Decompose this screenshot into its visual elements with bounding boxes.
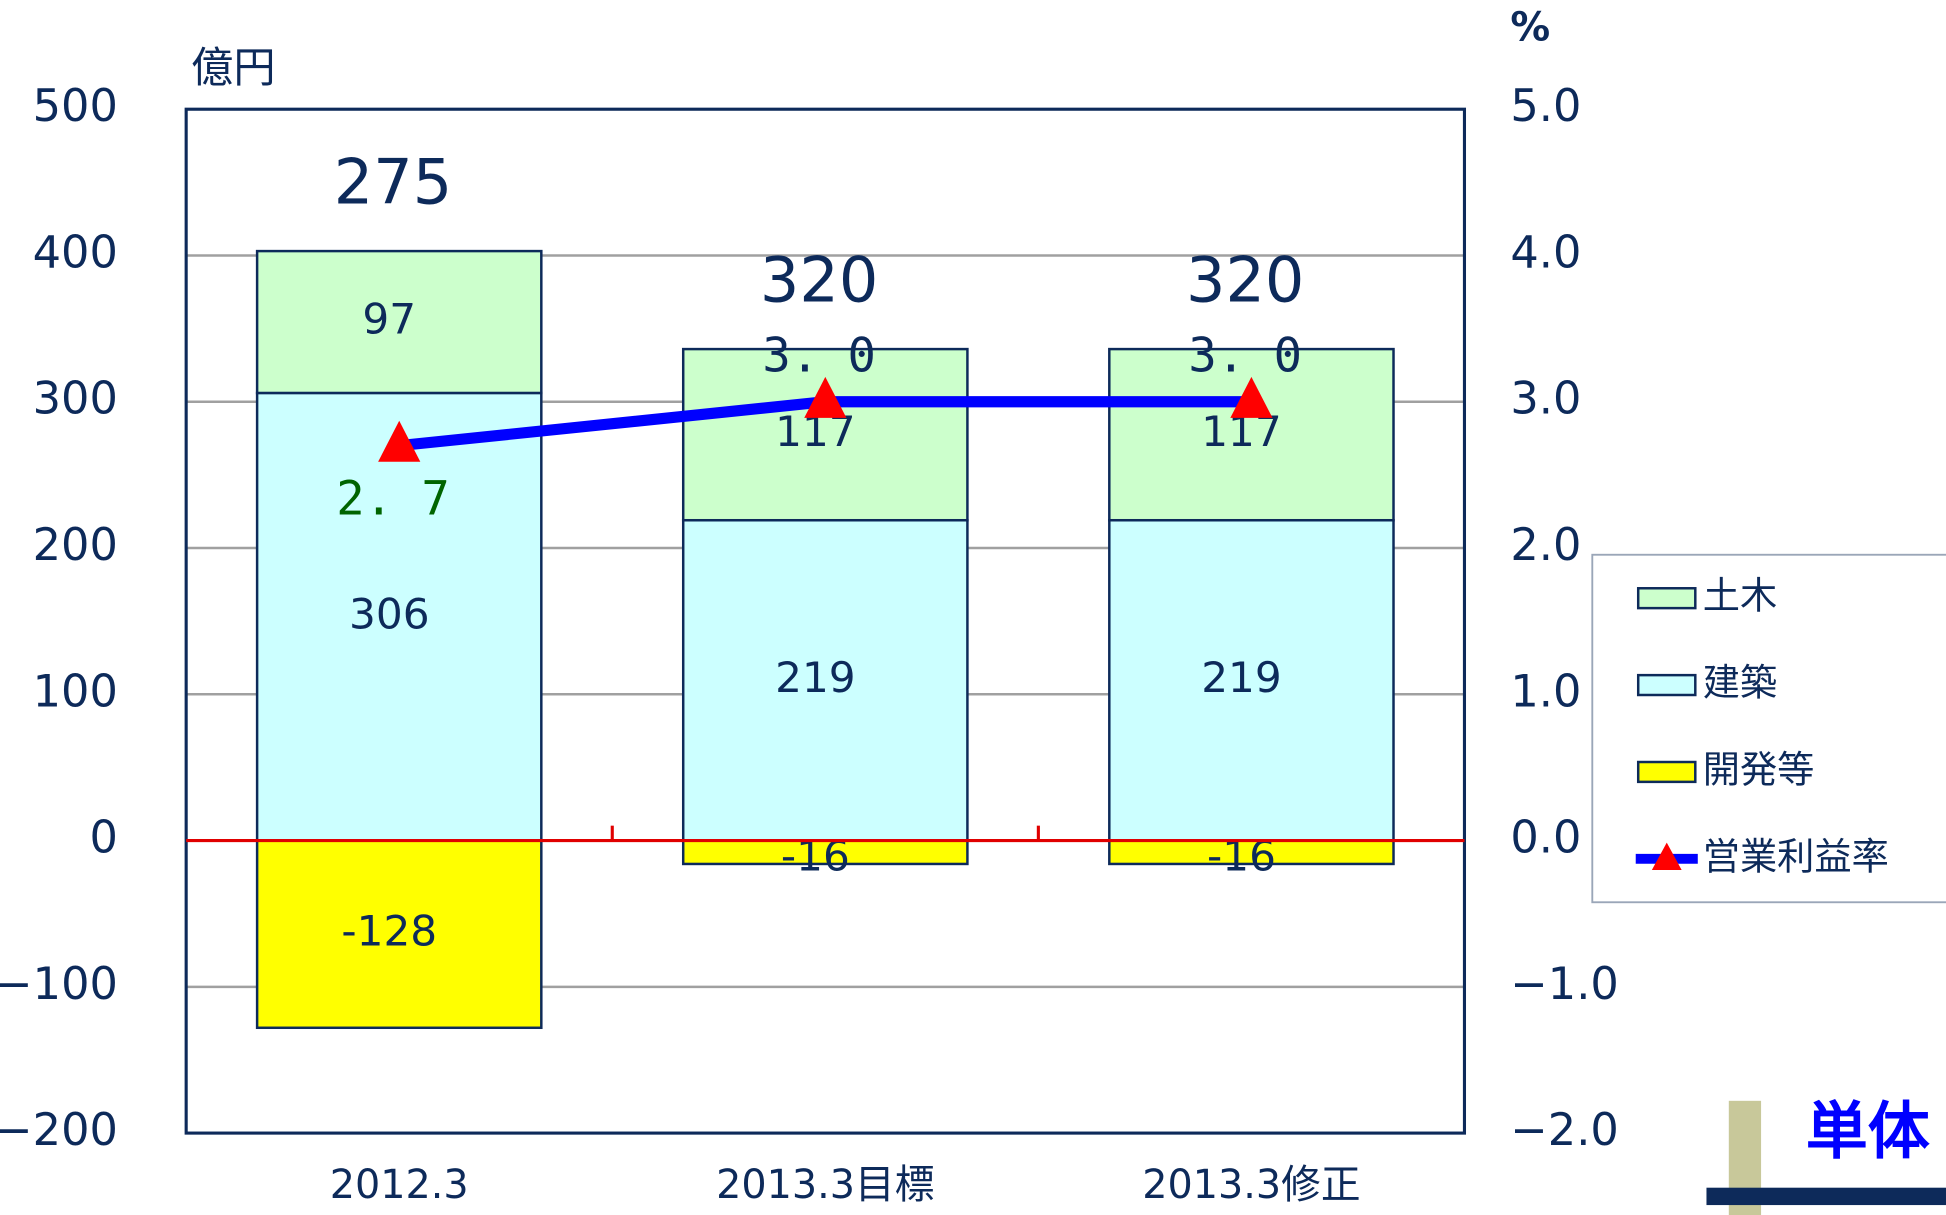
y-tick-label: −200 — [0, 1104, 118, 1156]
legend-label: 開発等 — [1703, 747, 1815, 791]
x-tick-label: 2013.3目標 — [716, 1162, 934, 1208]
y-tick-label: 0 — [89, 812, 117, 864]
line-label: 3. 0 — [1188, 328, 1302, 383]
y-tick-label: 300 — [33, 373, 118, 425]
line-marker — [804, 376, 847, 418]
line-label: 3. 0 — [762, 328, 876, 383]
plot-frame — [184, 107, 1467, 1135]
line-marker — [1230, 376, 1273, 418]
x-tick-label: 2012.3 — [330, 1162, 469, 1208]
line-label: 2. 7 — [336, 471, 450, 526]
corner-title: 単体 — [1806, 1095, 1930, 1168]
data-label: 219 — [1201, 653, 1282, 702]
y-axis-label: 億円 — [191, 43, 275, 92]
data-label: 219 — [775, 653, 856, 702]
total-label: 320 — [760, 244, 878, 317]
y2-tick-label: −2.0 — [1510, 1104, 1618, 1156]
bar-segment — [681, 518, 969, 842]
y2-tick-label: 0.0 — [1510, 812, 1581, 864]
bar-segment — [255, 391, 543, 842]
total-label: 320 — [1186, 244, 1304, 317]
y-tick-label: −100 — [0, 958, 118, 1010]
y2-tick-label: 3.0 — [1510, 373, 1581, 425]
y2-tick-label: 4.0 — [1510, 226, 1581, 278]
decor-underline — [1706, 1187, 1946, 1206]
y-tick-label: 100 — [33, 665, 118, 717]
y-tick-label: 500 — [33, 80, 118, 132]
total-label: 275 — [334, 146, 452, 219]
bar-segment — [255, 249, 543, 395]
data-label: -128 — [341, 907, 437, 956]
bar-segment — [1108, 518, 1395, 842]
y2-tick-label: 5.0 — [1510, 80, 1581, 132]
bar-segment — [681, 347, 969, 522]
x-tick-label: 2013.3修正 — [1142, 1162, 1360, 1208]
bar-segment — [255, 839, 543, 1030]
y-tick-label: 400 — [33, 226, 118, 278]
y2-axis-label: % — [1510, 4, 1550, 50]
data-label: 97 — [362, 295, 416, 344]
legend-box — [1591, 553, 1946, 904]
y2-tick-label: −1.0 — [1510, 958, 1618, 1010]
line-marker — [378, 420, 421, 462]
legend-swatch — [1636, 760, 1697, 784]
legend-swatch — [1636, 673, 1697, 697]
y2-tick-label: 1.0 — [1510, 665, 1581, 717]
legend-swatch — [1651, 842, 1682, 870]
y-tick-label: 200 — [33, 519, 118, 571]
y2-tick-label: 2.0 — [1510, 519, 1581, 571]
data-label: 306 — [349, 589, 430, 638]
legend-label: 建築 — [1703, 661, 1777, 705]
legend-swatch — [1636, 587, 1697, 610]
legend-label: 土木 — [1703, 574, 1777, 618]
legend-label: 営業利益率 — [1703, 834, 1889, 878]
